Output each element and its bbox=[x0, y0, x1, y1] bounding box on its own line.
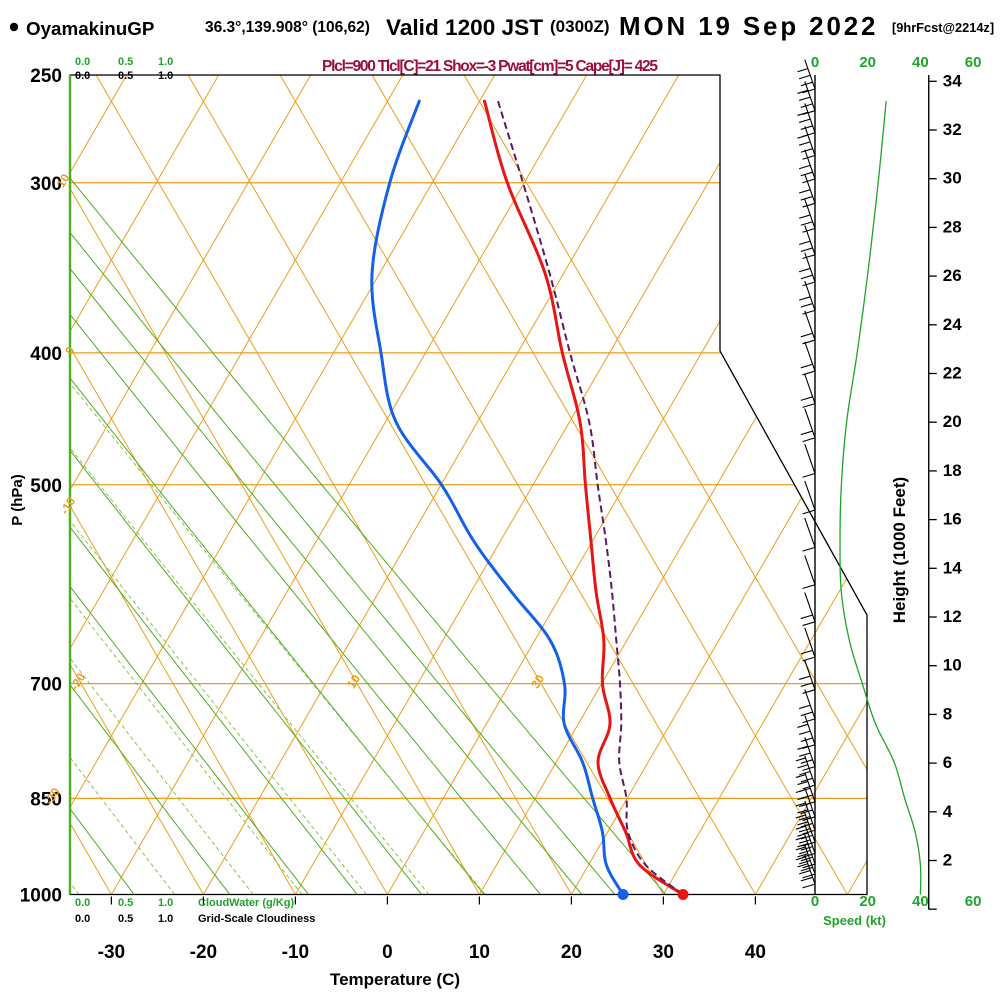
svg-text:0.0: 0.0 bbox=[75, 897, 90, 909]
svg-text:8: 8 bbox=[943, 704, 952, 723]
svg-text:10: 10 bbox=[943, 656, 962, 675]
svg-text:20: 20 bbox=[943, 412, 962, 431]
svg-text:0.0: 0.0 bbox=[75, 70, 90, 82]
svg-text:0: 0 bbox=[382, 942, 393, 963]
svg-text:2: 2 bbox=[943, 851, 952, 870]
svg-text:24: 24 bbox=[943, 315, 962, 334]
svg-text:0.5: 0.5 bbox=[118, 897, 133, 909]
svg-text:0: 0 bbox=[811, 54, 819, 71]
svg-text:-30: -30 bbox=[98, 942, 125, 963]
svg-text:14: 14 bbox=[943, 558, 962, 577]
svg-text:18: 18 bbox=[943, 461, 962, 480]
svg-text:12: 12 bbox=[943, 607, 962, 626]
svg-text:30: 30 bbox=[653, 942, 674, 963]
svg-text:250: 250 bbox=[30, 66, 62, 87]
svg-text:Grid-Scale Cloudiness: Grid-Scale Cloudiness bbox=[198, 913, 315, 925]
svg-text:28: 28 bbox=[943, 217, 962, 236]
svg-text:20: 20 bbox=[859, 893, 876, 910]
svg-text:1.0: 1.0 bbox=[158, 913, 173, 925]
svg-text:32: 32 bbox=[943, 120, 962, 139]
svg-text:0.5: 0.5 bbox=[118, 56, 133, 68]
svg-text:Plcl=900 Tlcl[C]=21 Shox=-3 Pw: Plcl=900 Tlcl[C]=21 Shox=-3 Pwat[cm]=5 C… bbox=[322, 58, 658, 75]
svg-text:-10: -10 bbox=[282, 942, 309, 963]
svg-text:1.0: 1.0 bbox=[158, 70, 173, 82]
svg-text:Speed (kt): Speed (kt) bbox=[823, 913, 886, 928]
svg-text:22: 22 bbox=[943, 364, 962, 383]
svg-text:[9hrFcst@2214z]: [9hrFcst@2214z] bbox=[892, 20, 994, 35]
svg-text:P (hPa): P (hPa) bbox=[9, 474, 26, 525]
svg-text:OyamakinuGP: OyamakinuGP bbox=[26, 18, 154, 39]
svg-text:Height (1000 Feet): Height (1000 Feet) bbox=[890, 477, 909, 623]
svg-text:Temperature (C): Temperature (C) bbox=[330, 970, 460, 989]
svg-text:400: 400 bbox=[30, 344, 62, 365]
svg-text:500: 500 bbox=[30, 476, 62, 497]
svg-text:36.3°,139.908° (106,62): 36.3°,139.908° (106,62) bbox=[205, 19, 370, 36]
svg-text:-20: -20 bbox=[190, 942, 217, 963]
svg-text:0.0: 0.0 bbox=[75, 56, 90, 68]
svg-text:700: 700 bbox=[30, 675, 62, 696]
svg-text:60: 60 bbox=[965, 893, 982, 910]
svg-text:40: 40 bbox=[912, 54, 929, 71]
svg-text:30: 30 bbox=[943, 169, 962, 188]
svg-text:16: 16 bbox=[943, 510, 962, 529]
svg-text:0.5: 0.5 bbox=[118, 913, 133, 925]
svg-text:MON 19 Sep 2022: MON 19 Sep 2022 bbox=[619, 13, 878, 41]
svg-text:1.0: 1.0 bbox=[158, 56, 173, 68]
svg-text:Valid 1200 JST: Valid 1200 JST bbox=[386, 15, 543, 40]
svg-text:(0300Z): (0300Z) bbox=[550, 17, 610, 36]
svg-text:60: 60 bbox=[965, 54, 982, 71]
svg-text:40: 40 bbox=[912, 893, 929, 910]
svg-text:CloudWater (g/Kg): CloudWater (g/Kg) bbox=[198, 897, 294, 909]
svg-text:20: 20 bbox=[561, 942, 582, 963]
svg-text:26: 26 bbox=[943, 266, 962, 285]
svg-text:10: 10 bbox=[469, 942, 490, 963]
svg-text:0.5: 0.5 bbox=[118, 70, 133, 82]
svg-text:6: 6 bbox=[943, 753, 952, 772]
svg-text:0: 0 bbox=[811, 893, 819, 910]
svg-text:40: 40 bbox=[745, 942, 766, 963]
svg-text:1.0: 1.0 bbox=[158, 897, 173, 909]
svg-text:4: 4 bbox=[943, 802, 953, 821]
svg-text:20: 20 bbox=[859, 54, 876, 71]
svg-text:1000: 1000 bbox=[20, 886, 62, 907]
svg-text:0.0: 0.0 bbox=[75, 913, 90, 925]
svg-text:34: 34 bbox=[943, 71, 962, 90]
